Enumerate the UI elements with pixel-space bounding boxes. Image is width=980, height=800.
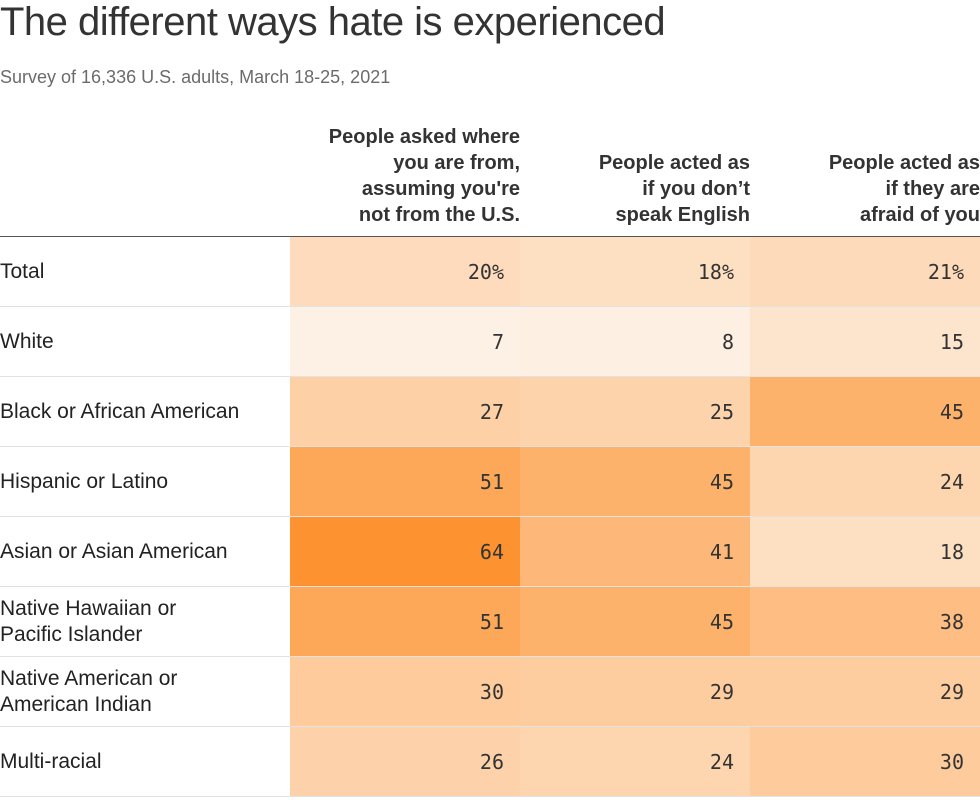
heatmap-cell: 51 <box>290 587 520 656</box>
table-row: Total 20% 18% 21% <box>0 237 980 307</box>
heatmap-cell: 30 <box>750 727 980 796</box>
heatmap-cell: 18 <box>750 517 980 586</box>
heatmap-cell: 29 <box>750 657 980 726</box>
heatmap-cell: 30 <box>290 657 520 726</box>
column-header-label: People acted as if they are afraid of yo… <box>828 152 980 226</box>
heatmap-cell: 8 <box>520 307 750 376</box>
heatmap-cell: 20% <box>290 237 520 306</box>
row-label: Native Hawaiian or Pacific Islander <box>0 597 177 646</box>
chart-title: The different ways hate is experienced <box>0 0 666 44</box>
heatmap-cell: 27 <box>290 377 520 446</box>
heatmap-cell: 24 <box>750 447 980 516</box>
table-row: Asian or Asian American 64 41 18 <box>0 517 980 587</box>
table-row: Black or African American 27 25 45 <box>0 377 980 447</box>
column-header-label: People acted as if you don’t speak Engli… <box>598 152 750 226</box>
heatmap-cell: 38 <box>750 587 980 656</box>
table-row: Native American or American Indian 30 29 29 <box>0 657 980 727</box>
table-row: White 7 8 15 <box>0 307 980 377</box>
table-row: Hispanic or Latino 51 45 24 <box>0 447 980 517</box>
heatmap-cell: 24 <box>520 727 750 796</box>
heatmap-cell: 26 <box>290 727 520 796</box>
row-label: Total <box>0 260 45 283</box>
row-label: Hispanic or Latino <box>0 470 169 493</box>
column-header-label: People asked where you are from, assumin… <box>328 126 520 226</box>
heatmap-cell: 51 <box>290 447 520 516</box>
row-label: Multi-racial <box>0 750 102 773</box>
table-row: Multi-racial 26 24 30 <box>0 727 980 797</box>
column-header-asked-where-from: People asked where you are from, assumin… <box>290 118 520 228</box>
heatmap-cell: 45 <box>520 587 750 656</box>
header-divider <box>0 236 980 237</box>
heatmap-cell: 18% <box>520 237 750 306</box>
row-label: Asian or Asian American <box>0 540 228 563</box>
heatmap-cell: 41 <box>520 517 750 586</box>
heatmap-cell: 29 <box>520 657 750 726</box>
row-label: White <box>0 330 54 353</box>
column-header-dont-speak-english: People acted as if you don’t speak Engli… <box>520 118 750 228</box>
heatmap-cell: 15 <box>750 307 980 376</box>
heatmap-cell: 21% <box>750 237 980 306</box>
chart-subtitle: Survey of 16,336 U.S. adults, March 18-2… <box>0 67 391 87</box>
heatmap-cell: 25 <box>520 377 750 446</box>
heatmap-cell: 45 <box>750 377 980 446</box>
column-header-afraid-of-you: People acted as if they are afraid of yo… <box>750 118 980 228</box>
heatmap-cell: 64 <box>290 517 520 586</box>
row-label: Native American or American Indian <box>0 667 178 716</box>
heatmap-cell: 7 <box>290 307 520 376</box>
row-label: Black or African American <box>0 400 240 423</box>
table-row: Native Hawaiian or Pacific Islander 51 45 3… <box>0 587 980 657</box>
heatmap-cell: 45 <box>520 447 750 516</box>
heatmap-table-body: Total 20% 18% 21% White 7 8 15 Black or African … <box>0 237 980 797</box>
